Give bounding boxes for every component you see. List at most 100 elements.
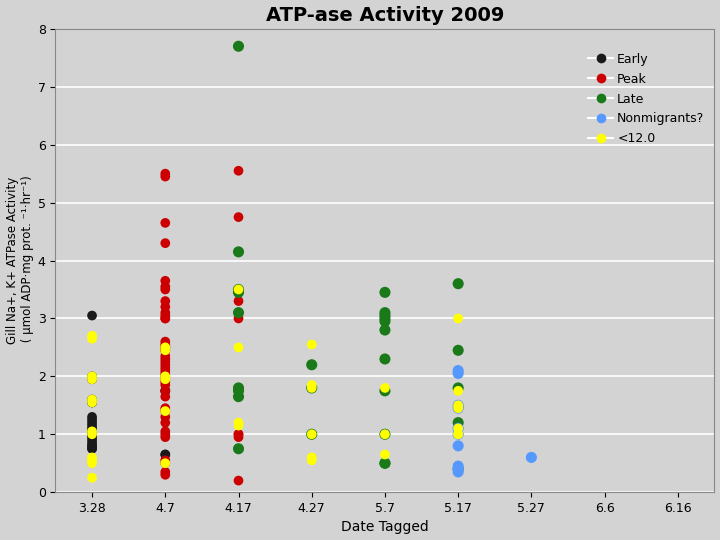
Point: [379, 311, 391, 320]
Point: [452, 442, 464, 450]
Point: [86, 430, 98, 438]
Point: [379, 326, 391, 334]
Point: [160, 418, 171, 427]
Point: [379, 308, 391, 317]
Point: [379, 430, 391, 438]
Point: [160, 450, 171, 459]
Point: [306, 456, 318, 464]
Point: [233, 383, 244, 392]
Point: [160, 372, 171, 381]
Point: [160, 219, 171, 227]
Point: [86, 421, 98, 430]
Point: [160, 172, 171, 181]
Point: [160, 450, 171, 459]
Point: [452, 314, 464, 323]
Point: [452, 430, 464, 438]
Point: [452, 465, 464, 474]
Point: [86, 430, 98, 438]
Point: [160, 314, 171, 323]
Legend: Early, Peak, Late, Nonmigrants?, <12.0: Early, Peak, Late, Nonmigrants?, <12.0: [585, 49, 708, 149]
Point: [160, 343, 171, 352]
Point: [160, 375, 171, 383]
Point: [86, 453, 98, 462]
Point: [233, 343, 244, 352]
Point: [86, 418, 98, 427]
Point: [379, 288, 391, 296]
Point: [306, 360, 318, 369]
Point: [160, 413, 171, 421]
Point: [452, 462, 464, 470]
Point: [86, 433, 98, 442]
Point: [233, 387, 244, 395]
Point: [160, 357, 171, 366]
Point: [452, 366, 464, 375]
Point: [86, 398, 98, 407]
Point: [233, 213, 244, 221]
Point: [306, 430, 318, 438]
Point: [160, 372, 171, 381]
Point: [233, 430, 244, 438]
Point: [160, 427, 171, 436]
Point: [86, 444, 98, 453]
Point: [452, 369, 464, 378]
Point: [233, 476, 244, 485]
Point: [160, 282, 171, 291]
Point: [452, 383, 464, 392]
Point: [160, 387, 171, 395]
Point: [306, 340, 318, 349]
Point: [379, 387, 391, 395]
Point: [160, 355, 171, 363]
Point: [86, 459, 98, 468]
Point: [160, 343, 171, 352]
Point: [233, 383, 244, 392]
Point: [160, 459, 171, 468]
Point: [452, 279, 464, 288]
Point: [86, 375, 98, 383]
Point: [233, 285, 244, 294]
Point: [452, 404, 464, 413]
Point: [160, 407, 171, 415]
Point: [452, 424, 464, 433]
Point: [86, 444, 98, 453]
Point: [306, 381, 318, 389]
Point: [86, 430, 98, 438]
Point: [233, 444, 244, 453]
Point: [86, 398, 98, 407]
Point: [160, 407, 171, 415]
Point: [160, 381, 171, 389]
Point: [86, 395, 98, 404]
Point: [160, 360, 171, 369]
Point: [379, 430, 391, 438]
Point: [86, 413, 98, 421]
Point: [160, 308, 171, 317]
X-axis label: Date Tagged: Date Tagged: [341, 521, 429, 535]
Point: [306, 430, 318, 438]
Point: [452, 401, 464, 410]
Point: [452, 468, 464, 476]
Point: [160, 338, 171, 346]
Point: [452, 401, 464, 410]
Point: [233, 285, 244, 294]
Point: [160, 340, 171, 349]
Point: [160, 392, 171, 401]
Point: [86, 372, 98, 381]
Point: [160, 404, 171, 413]
Point: [379, 355, 391, 363]
Point: [86, 442, 98, 450]
Point: [160, 170, 171, 178]
Point: [233, 42, 244, 51]
Point: [452, 430, 464, 438]
Point: [379, 450, 391, 459]
Point: [86, 375, 98, 383]
Point: [160, 387, 171, 395]
Point: [233, 247, 244, 256]
Point: [452, 418, 464, 427]
Point: [379, 459, 391, 468]
Point: [160, 276, 171, 285]
Point: [86, 427, 98, 436]
Point: [379, 314, 391, 323]
Point: [86, 438, 98, 447]
Point: [306, 383, 318, 392]
Point: [160, 346, 171, 355]
Point: [160, 366, 171, 375]
